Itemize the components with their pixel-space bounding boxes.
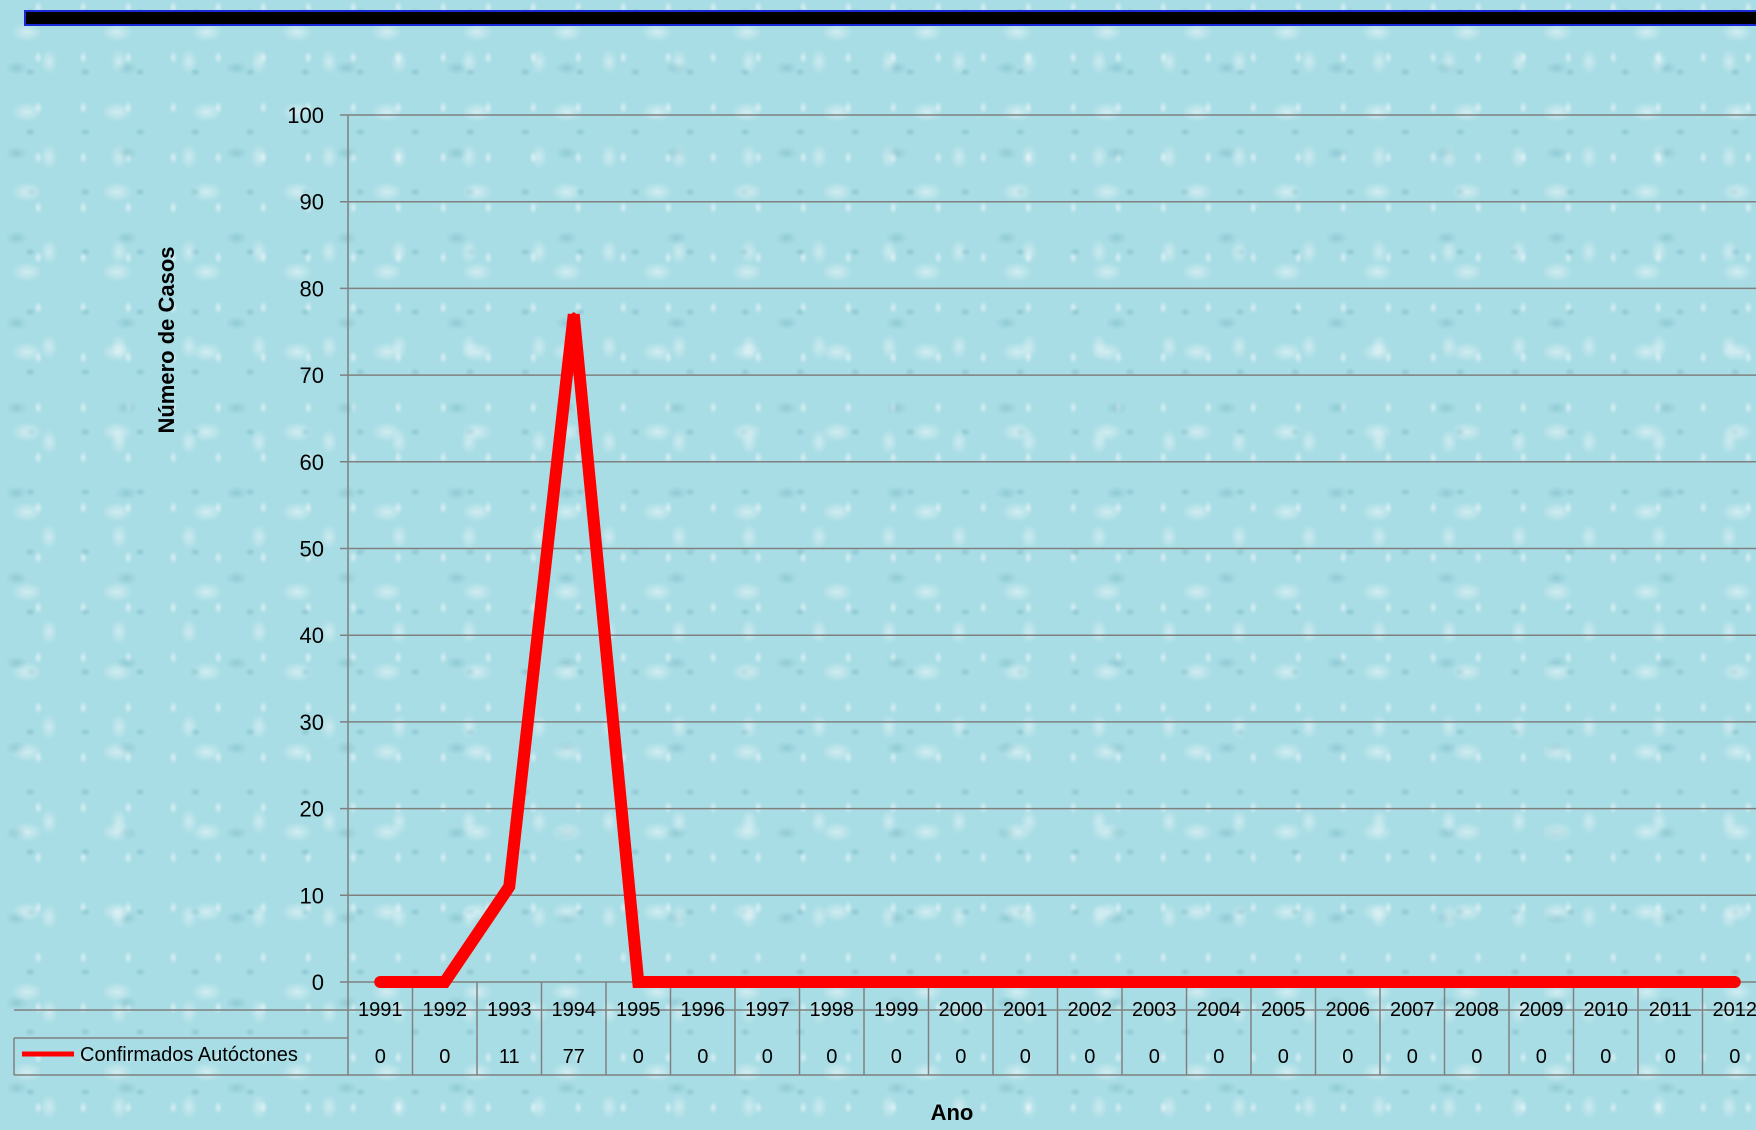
data-point xyxy=(829,980,834,984)
table-value: 0 xyxy=(1665,1046,1676,1068)
x-category-label: 1992 xyxy=(423,999,468,1021)
table-value: 0 xyxy=(1471,1046,1482,1068)
top-bar xyxy=(24,10,1756,26)
y-tick-label: 40 xyxy=(300,623,324,648)
table-value: 0 xyxy=(1729,1046,1740,1068)
data-point xyxy=(1539,980,1544,984)
data-point xyxy=(1668,980,1673,984)
table-value: 0 xyxy=(439,1046,450,1068)
x-category-label: 1995 xyxy=(616,999,661,1021)
x-category-label: 2011 xyxy=(1649,999,1692,1021)
x-category-label: 1994 xyxy=(552,999,597,1021)
x-category-label: 2002 xyxy=(1068,999,1113,1021)
data-point xyxy=(1152,980,1157,984)
x-category-label: 1999 xyxy=(874,999,919,1021)
table-value: 0 xyxy=(1020,1046,1031,1068)
x-category-label: 2007 xyxy=(1390,999,1435,1021)
data-point xyxy=(1087,980,1092,984)
y-axis-title: Número de Casos xyxy=(154,246,179,433)
table-value: 0 xyxy=(1342,1046,1353,1068)
y-tick-label: 100 xyxy=(287,103,324,128)
data-point xyxy=(1281,980,1286,984)
data-point xyxy=(1023,980,1028,984)
x-category-label: 1997 xyxy=(745,999,790,1021)
y-tick-label: 90 xyxy=(300,190,324,215)
data-point xyxy=(1216,980,1221,984)
x-category-label: 2001 xyxy=(1003,999,1048,1021)
data-point xyxy=(1410,980,1415,984)
table-value: 0 xyxy=(762,1046,773,1068)
x-category-label: 2006 xyxy=(1326,999,1371,1021)
data-point xyxy=(1603,980,1608,984)
legend-label: Confirmados Autóctones xyxy=(80,1044,298,1066)
y-tick-label: 70 xyxy=(300,363,324,388)
x-category-label: 2009 xyxy=(1519,999,1564,1021)
table-value: 0 xyxy=(697,1046,708,1068)
data-point xyxy=(378,980,383,984)
table-value: 0 xyxy=(1600,1046,1611,1068)
data-point xyxy=(1345,980,1350,984)
data-point xyxy=(1474,980,1479,984)
table-value: 77 xyxy=(563,1046,585,1068)
table-value: 0 xyxy=(1213,1046,1224,1068)
data-point xyxy=(442,980,447,984)
table-value: 0 xyxy=(1278,1046,1289,1068)
x-axis-title: Ano xyxy=(931,1100,974,1125)
table-value: 0 xyxy=(955,1046,966,1068)
x-category-label: 2003 xyxy=(1132,999,1177,1021)
y-axis-ticks: 0 10 20 30 40 50 60 70 80 90 100 xyxy=(287,103,324,995)
data-point xyxy=(571,312,576,317)
y-tick-label: 20 xyxy=(300,797,324,822)
data-table: 1991 1992 1993 1994 1995 1996 1997 1998 1999 2000… xyxy=(13,982,1756,1076)
x-category-label: 1993 xyxy=(487,999,532,1021)
x-category-label: 2012 xyxy=(1713,999,1756,1021)
data-point xyxy=(700,980,705,984)
data-point xyxy=(958,980,963,984)
data-point xyxy=(765,980,770,984)
y-tick-label: 10 xyxy=(300,883,324,908)
table-value: 0 xyxy=(1149,1046,1160,1068)
table-value: 0 xyxy=(1536,1046,1547,1068)
x-category-label: 2010 xyxy=(1584,999,1629,1021)
table-value: 0 xyxy=(891,1046,902,1068)
table-value: 0 xyxy=(375,1046,386,1068)
data-point xyxy=(894,980,899,984)
x-category-label: 2005 xyxy=(1261,999,1306,1021)
x-category-label: 2004 xyxy=(1197,999,1242,1021)
x-category-label: 1998 xyxy=(810,999,855,1021)
table-value: 0 xyxy=(1407,1046,1418,1068)
data-point xyxy=(1732,980,1737,984)
x-category-label: 1991 xyxy=(358,999,403,1021)
series-line-confirmados xyxy=(374,313,1741,988)
data-point xyxy=(636,980,641,984)
y-tick-label: 50 xyxy=(300,537,324,562)
y-tick-label: 30 xyxy=(300,710,324,735)
x-category-label: 2000 xyxy=(939,999,984,1021)
y-tick-label: 60 xyxy=(300,450,324,475)
table-value: 0 xyxy=(633,1046,644,1068)
y-tick-label: 0 xyxy=(312,970,324,995)
series-lines xyxy=(374,312,1741,988)
table-value: 0 xyxy=(826,1046,837,1068)
data-point xyxy=(507,884,512,889)
y-tick-label: 80 xyxy=(300,276,324,301)
table-value: 11 xyxy=(499,1046,520,1068)
x-category-label: 1996 xyxy=(681,999,726,1021)
x-category-label: 2008 xyxy=(1455,999,1500,1021)
table-value: 0 xyxy=(1084,1046,1095,1068)
gridlines xyxy=(340,114,1756,1075)
